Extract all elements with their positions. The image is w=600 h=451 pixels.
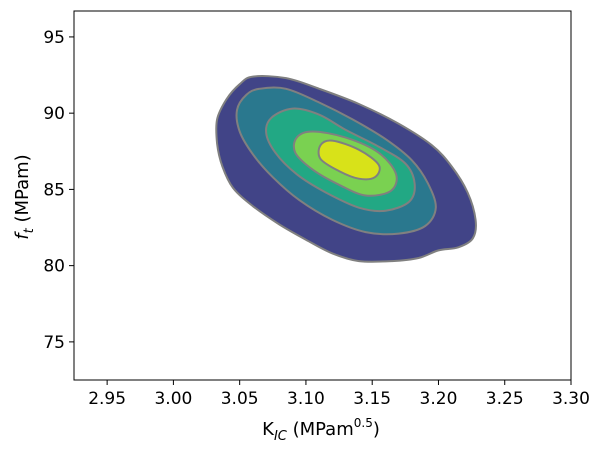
y-label-rest: (MPam)	[12, 154, 33, 228]
y-tick-label: 90	[43, 104, 65, 124]
plot-frame	[73, 10, 572, 381]
y-label-sub: t	[22, 227, 37, 233]
x-tick-label: 3.20	[420, 389, 458, 409]
x-axis-ticks: 2.95 3.00 3.05 3.10 3.15 3.20 3.25 3.30	[88, 380, 590, 409]
y-tick-label: 80	[43, 257, 65, 277]
x-tick-label: 3.00	[154, 389, 192, 409]
y-axis-label: ft (MPam)	[12, 154, 37, 239]
contour-layer	[215, 75, 477, 263]
x-tick-label: 3.30	[552, 389, 590, 409]
x-tick-label: 3.05	[221, 389, 259, 409]
x-label-rest: (MPam	[287, 419, 354, 440]
y-tick-label: 75	[43, 333, 65, 353]
x-label-close: )	[373, 419, 380, 440]
x-axis-label: KIC (MPam0.5)	[262, 416, 380, 444]
x-tick-label: 3.15	[353, 389, 391, 409]
y-tick-label: 85	[43, 180, 65, 200]
x-label-sub: IC	[274, 429, 288, 444]
x-tick-label: 2.95	[88, 389, 126, 409]
y-tick-label: 95	[43, 28, 65, 48]
x-label-base: K	[262, 419, 275, 440]
x-tick-label: 3.25	[486, 389, 524, 409]
x-label-sup: 0.5	[354, 416, 373, 430]
y-label-var: f	[12, 231, 33, 240]
x-tick-label: 3.10	[287, 389, 325, 409]
contour-level-5	[317, 139, 381, 181]
y-axis-ticks: 75 80 85 90 95	[43, 28, 74, 353]
